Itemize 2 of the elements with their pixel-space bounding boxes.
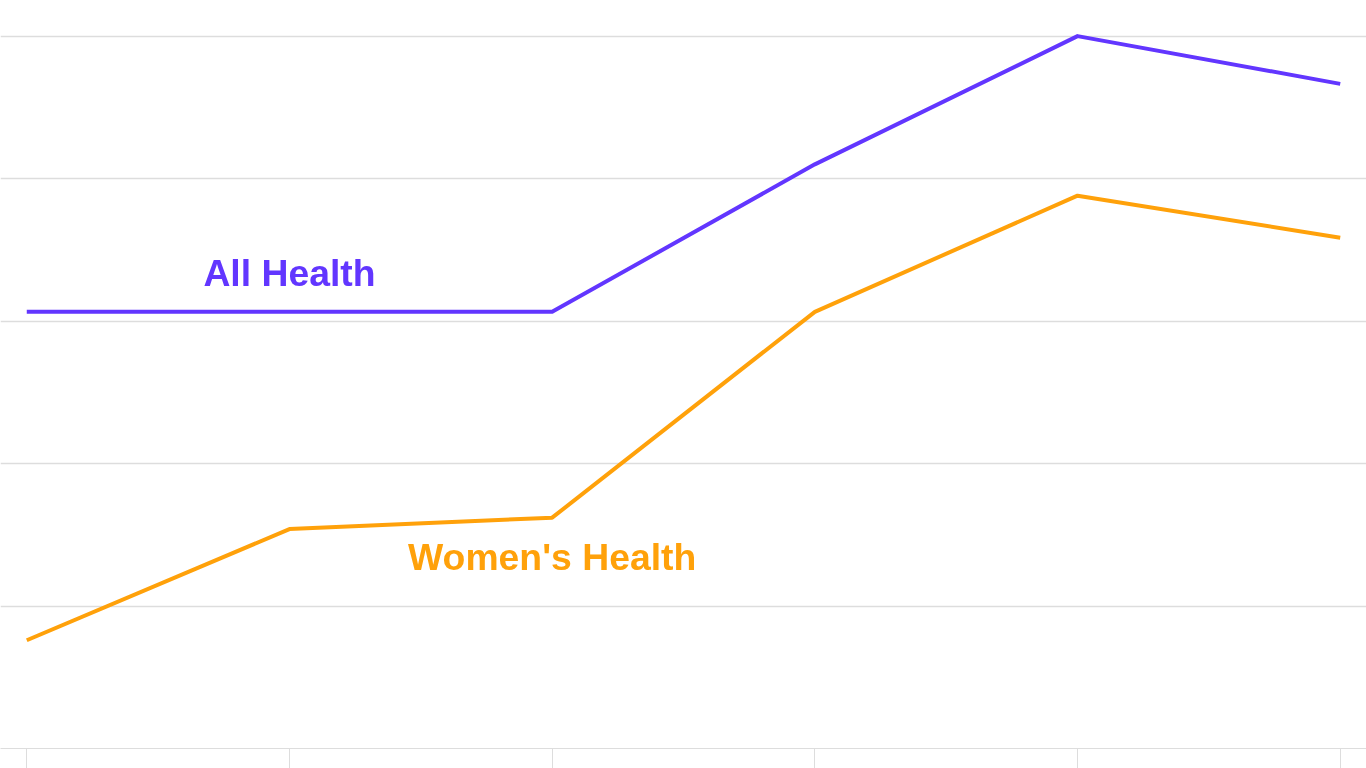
series-label: All Health xyxy=(203,251,376,294)
series-label: Women's Health xyxy=(408,535,697,578)
